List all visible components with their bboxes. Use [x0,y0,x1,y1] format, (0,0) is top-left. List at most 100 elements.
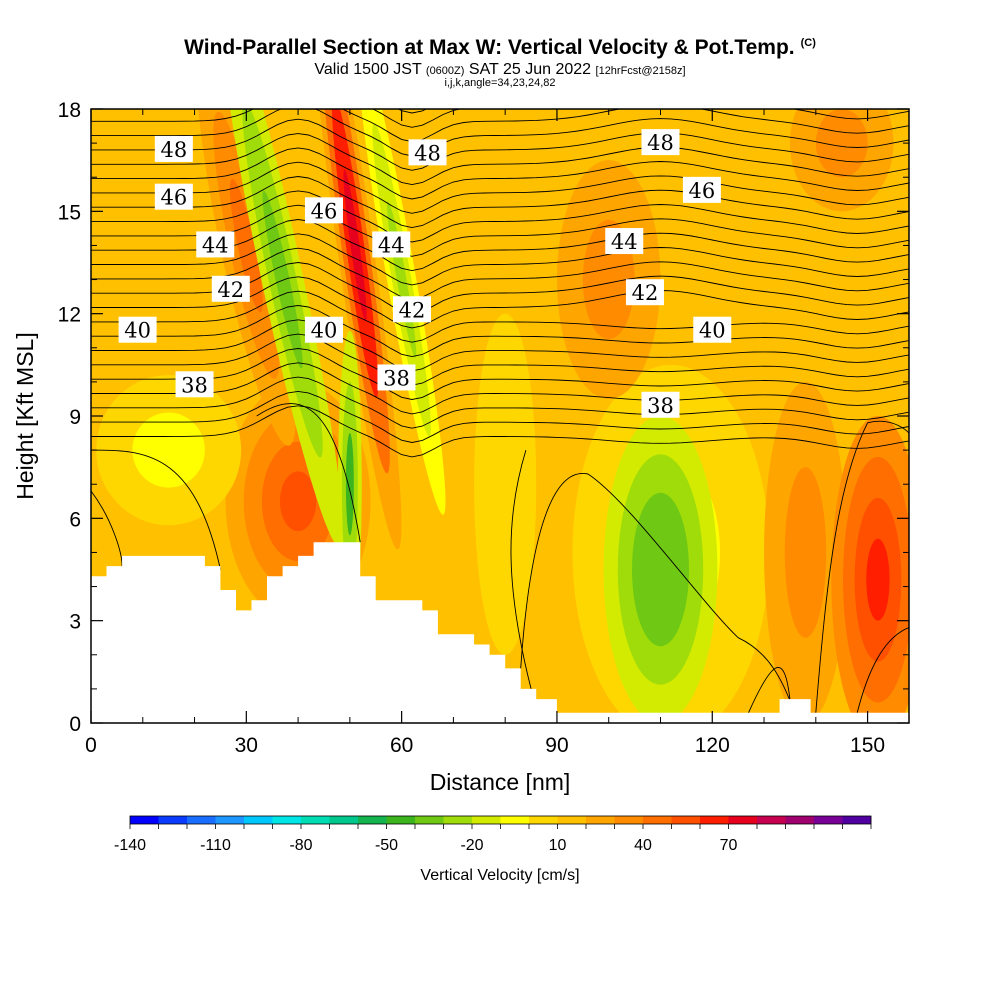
contour-label: 44 [196,231,235,258]
theta-contour-line [748,666,791,713]
theta-contour-line [91,348,909,400]
colorbar-swatch [187,816,216,824]
colorbar-swatch [785,816,815,824]
contour-label: 38 [175,371,214,398]
theta-contour-line [91,176,909,229]
x-axis-title: Distance [nm] [430,769,571,795]
colorbar-label: Vertical Velocity [cm/s] [420,867,579,884]
theta-contour-line [91,362,909,415]
terrain [91,542,909,723]
w-region-yellow-left [96,375,242,526]
contour-label: 40 [693,316,732,343]
contour-label: 38 [641,391,680,418]
contour-label-text: 40 [699,319,726,343]
colorbar-swatch [158,816,188,824]
contour-label: 46 [682,176,721,203]
contour-label: 40 [118,316,157,343]
y-tick-label: 3 [69,611,81,634]
colorbar-tick-label: 40 [634,837,652,854]
contour-label-text: 44 [202,233,229,257]
theta-contour-line [256,403,361,543]
x-tick-label: 90 [545,734,568,757]
y-tick-label: 6 [69,508,81,531]
colorbar-swatch [842,816,872,824]
colorbar-swatch [671,816,701,824]
x-tick-label: 120 [695,734,730,757]
colorbar-swatch [757,816,786,824]
y-tick-label: 0 [69,713,81,736]
contour-label-text: 42 [399,298,426,322]
theta-contour-line [91,390,909,443]
contour-label: 48 [641,129,680,156]
contour-label: 42 [211,275,250,302]
contour-label-text: 44 [611,230,638,254]
theta-contour-line [91,319,909,372]
x-tick-label: 0 [85,734,97,757]
colorbar-tick-label: 70 [720,837,738,854]
contour-label-text: 42 [217,278,244,302]
contour-label-text: 42 [632,281,659,305]
theta-contour-line [91,247,909,300]
colorbar-swatch [301,816,330,824]
contour-label: 42 [625,279,664,306]
w-updraft-right [831,416,909,723]
theta-contour-line [91,376,909,429]
theta-contour-line [91,233,909,286]
colorbar-tick-label: -20 [460,837,483,854]
colorbar-swatch [700,816,729,824]
colorbar-swatch [244,816,273,824]
theta-contour-line [91,290,909,343]
theta-contour-line [856,627,909,713]
contour-label-text: 48 [160,138,187,162]
colorbar-swatch [814,816,843,824]
contour-label-text: 38 [181,373,208,397]
theta-contour-line [91,490,123,567]
colorbar-swatch [500,816,530,824]
w-downdraft-center [603,416,718,723]
contour-label: 46 [154,183,193,210]
grid-indices: i,j,k,angle=34,23,24,82 [444,77,556,89]
colorbar-swatch [557,816,587,824]
contour-label-text: 48 [414,141,441,165]
theta-contours [91,48,909,713]
theta-contour-line [91,405,909,458]
colorbar-swatch [329,816,359,824]
terrain-mask [91,542,909,723]
contour-label-text: 48 [647,131,674,155]
chart-title: Wind-Parallel Section at Max W: Vertical… [184,36,816,59]
colorbar-swatch [386,816,416,824]
contour-label: 42 [392,296,431,323]
theta-contour-line [91,449,221,570]
colorbar-swatch [272,816,302,824]
theta-contour-line [91,48,909,99]
colorbar-swatch [586,816,615,824]
colorbar-swatch [130,816,159,824]
colorbar-swatch [472,816,501,824]
theta-contour-line [91,109,909,143]
colorbar-swatch [728,816,758,824]
colorbar-swatch [415,816,444,824]
w-orange-right-mid [764,381,847,723]
y-tick-label: 15 [58,201,81,224]
axes: 0 30 60 90 120 150 0 3 6 9 12 15 18 [58,99,909,757]
theta-contour-line [91,118,909,171]
contour-label-text: 40 [311,319,338,343]
w-region-left-band [196,109,296,446]
theta-contour-line [91,276,909,329]
w-yellow-lower-right [474,313,537,655]
colorbar-swatch [358,816,387,824]
y-tick-label: 9 [69,406,81,429]
contour-label: 48 [408,139,447,166]
colorbar-swatch [614,816,644,824]
x-tick-label: 60 [390,734,413,757]
theta-contour-line [91,133,909,186]
y-tick-label: 18 [58,99,81,122]
theta-contour-line [91,305,909,358]
theta-contour-line [91,147,909,200]
theta-contour-line [91,333,909,386]
contour-label-text: 38 [383,366,410,390]
theta-contour-line [91,190,909,243]
theta-contour-line [91,109,909,157]
colorbar-tick-label: -80 [289,837,312,854]
contour-label: 38 [377,364,416,391]
